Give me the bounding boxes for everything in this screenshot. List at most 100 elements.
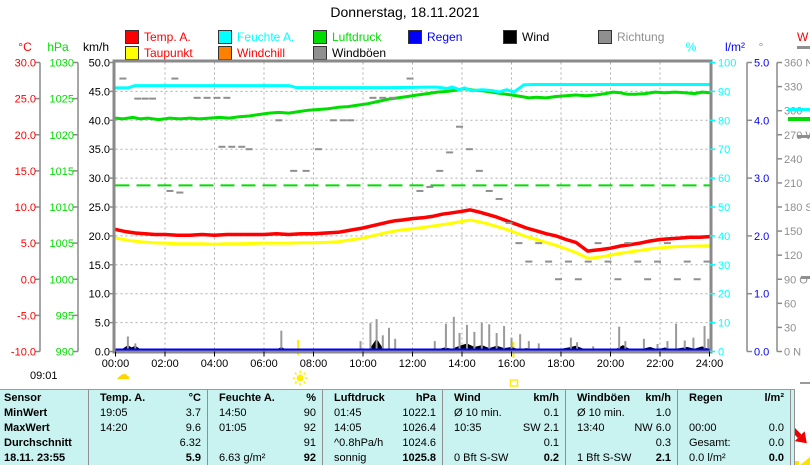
legend-item-wind[interactable]: Wind [503, 30, 549, 44]
page-title: Donnerstag, 18.11.2021 [330, 4, 480, 20]
legend-swatch-icon [218, 30, 232, 44]
legend-item-richtung[interactable]: Richtung [598, 30, 664, 44]
table-separator [442, 390, 443, 465]
axis-header-wind: km/h [83, 40, 109, 54]
svg-text:50: 50 [718, 202, 730, 214]
table-row-label: MaxWert [4, 422, 50, 434]
svg-text:00:00: 00:00 [102, 358, 130, 370]
svg-text:990: 990 [56, 347, 74, 359]
legend-item-windchill[interactable]: Windchill [218, 46, 285, 60]
table-cell: 2.1 [655, 452, 671, 464]
svg-text:08:00: 08:00 [300, 358, 328, 370]
table-cell: 5.9 [185, 452, 201, 464]
legend-label: Windböen [332, 46, 387, 60]
sunrise-sun-icon [292, 370, 308, 386]
legend-item-temp-a-[interactable]: Temp. A. [125, 30, 191, 44]
svg-text:14:00: 14:00 [448, 358, 476, 370]
svg-text:24:00: 24:00 [696, 358, 724, 370]
table-cell: 1025.8 [402, 452, 436, 464]
legend-label: Windchill [237, 46, 286, 60]
table-cell: 3.7 [185, 407, 201, 419]
table-cell: NW 6.0 [634, 422, 671, 434]
svg-text:18:00: 18:00 [547, 358, 575, 370]
svg-text:10.0: 10.0 [89, 289, 110, 301]
legend-item-taupunkt[interactable]: Taupunkt [125, 46, 193, 60]
legend-swatch-icon [408, 30, 422, 44]
sun-cloud-icon: ☁ [116, 366, 130, 382]
legend-item-luftdruck[interactable]: Luftdruck [313, 30, 381, 44]
legend-item-feuchte-a-[interactable]: Feuchte A. [218, 30, 294, 44]
table-cell: 6.32 [179, 437, 201, 449]
svg-text:-10.0: -10.0 [11, 347, 36, 359]
table-col-unit: km/h [533, 392, 559, 404]
legend-label: Temp. A. [144, 30, 191, 44]
svg-text:1020: 1020 [50, 130, 74, 142]
legend-item-regen[interactable]: Regen [408, 30, 462, 44]
series-feuchte-a- [114, 83, 711, 94]
svg-text:5.0: 5.0 [754, 58, 769, 70]
svg-text:1005: 1005 [50, 238, 74, 250]
svg-text:2.0: 2.0 [754, 231, 769, 243]
table-col-header: Feuchte A. [219, 392, 275, 404]
table-cell: ^0.8hPa/h [334, 437, 384, 449]
svg-text:1025: 1025 [50, 94, 74, 106]
svg-text:240: 240 [784, 154, 802, 166]
svg-text:80: 80 [718, 115, 730, 127]
sunshine-duration-label: 09:01 [30, 370, 58, 382]
legend-swatch-icon [125, 30, 139, 44]
table-row-label: MinWert [4, 407, 48, 419]
svg-text:10: 10 [718, 318, 730, 330]
table-cell: 6.63 g/m² [219, 452, 266, 464]
table-separator [322, 390, 323, 465]
svg-text:1.0: 1.0 [754, 289, 769, 301]
series-temp-a- [113, 208, 712, 253]
legend-label: Taupunkt [144, 46, 193, 60]
table-col-unit: hPa [415, 392, 436, 404]
series-luftdruck [114, 87, 711, 122]
svg-text:0: 0 [718, 347, 724, 359]
svg-text:04:00: 04:00 [201, 358, 229, 370]
svg-text:100: 100 [718, 58, 736, 70]
table-cell: Ø 10 min. [577, 407, 625, 419]
table-cell: 00:00 [689, 422, 717, 434]
table-separator [207, 390, 208, 465]
right-edge-marks: W [788, 30, 810, 384]
table-cell: 1026.4 [402, 422, 436, 434]
table-cell: 1022.1 [402, 407, 436, 419]
table-row-label: 18.11. 23:55 [4, 452, 66, 464]
svg-text:0 N: 0 N [784, 347, 801, 359]
series-richtung [119, 77, 711, 281]
table-right-border [794, 390, 795, 465]
sun-corner-triangle [800, 457, 810, 465]
svg-text:15.0: 15.0 [89, 260, 110, 272]
legend-item-windb-en[interactable]: Windböen [313, 46, 386, 60]
svg-text:12:00: 12:00 [399, 358, 427, 370]
svg-text:90: 90 [718, 86, 730, 98]
axis-wind: 50.0 45.0 40.0 35.0 30.0 25.0 20.0 15.0 10.0 5.0 0… [83, 40, 115, 359]
axis-temp: 30.0 25.0 20.0 15.0 10.0 5.0 0.0 -5.0 -10.0 °C [11, 40, 41, 359]
legend-label: Feuchte A. [237, 30, 295, 44]
table-cell: 13:40 [577, 422, 605, 434]
svg-text:360 N: 360 N [784, 58, 810, 70]
x-axis-labels: 00:00 02:00 04:00 06:00 08:00 10:00 12:00 14:00… [102, 351, 724, 370]
table-cell: 92 [303, 422, 316, 434]
table-cell: 0.0 l/m² [689, 452, 726, 464]
axis-header-temp: °C [18, 40, 32, 54]
svg-text:210: 210 [784, 178, 802, 190]
svg-text:60: 60 [718, 173, 730, 185]
svg-text:45.0: 45.0 [89, 86, 110, 98]
svg-text:02:00: 02:00 [151, 358, 179, 370]
series-windb-en [126, 316, 710, 351]
table-col-header: Temp. A. [100, 392, 146, 404]
table-col-header: Windböen [577, 392, 631, 404]
svg-text:180 S: 180 S [784, 202, 810, 214]
svg-text:06:00: 06:00 [250, 358, 278, 370]
table-col-unit: % [306, 392, 316, 404]
table-row-label: Sensor [4, 392, 42, 404]
legend-label: Wind [522, 30, 550, 44]
legend-swatch-icon [598, 30, 612, 44]
table-cell: 0.0 [768, 422, 784, 434]
svg-text:30.0: 30.0 [89, 173, 110, 185]
svg-text:120: 120 [784, 250, 802, 262]
svg-text:1000: 1000 [50, 274, 74, 286]
